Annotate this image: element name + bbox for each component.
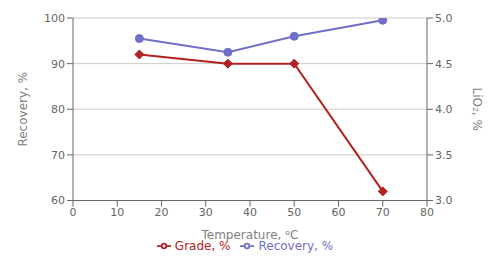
- svg-text:3.5: 3.5: [435, 149, 453, 162]
- svg-text:80: 80: [420, 206, 434, 219]
- svg-text:Recovery, %: Recovery, %: [16, 72, 30, 147]
- svg-text:80: 80: [51, 103, 65, 116]
- svg-text:30: 30: [199, 206, 213, 219]
- svg-text:20: 20: [155, 206, 169, 219]
- svg-text:100: 100: [44, 12, 65, 25]
- svg-text:LiO₂, %: LiO₂, %: [470, 88, 484, 131]
- svg-text:3.0: 3.0: [435, 194, 453, 207]
- svg-text:70: 70: [376, 206, 390, 219]
- svg-text:50: 50: [287, 206, 301, 219]
- svg-text:4.5: 4.5: [435, 58, 453, 71]
- svg-text:0: 0: [70, 206, 77, 219]
- svg-text:4.0: 4.0: [435, 103, 453, 116]
- svg-text:70: 70: [51, 149, 65, 162]
- svg-text:60: 60: [51, 194, 65, 207]
- svg-text:60: 60: [332, 206, 346, 219]
- html-text:Recovery, %: Recovery, %: [258, 238, 334, 253]
- svg-text:40: 40: [243, 206, 257, 219]
- svg-text:5.0: 5.0: [435, 12, 453, 25]
- svg-text:Temperature, ᵒC: Temperature, ᵒC: [201, 228, 299, 242]
- svg-text:90: 90: [51, 58, 65, 71]
- html-text:Grade, %: Grade, %: [174, 238, 231, 253]
- svg-text:10: 10: [110, 206, 124, 219]
